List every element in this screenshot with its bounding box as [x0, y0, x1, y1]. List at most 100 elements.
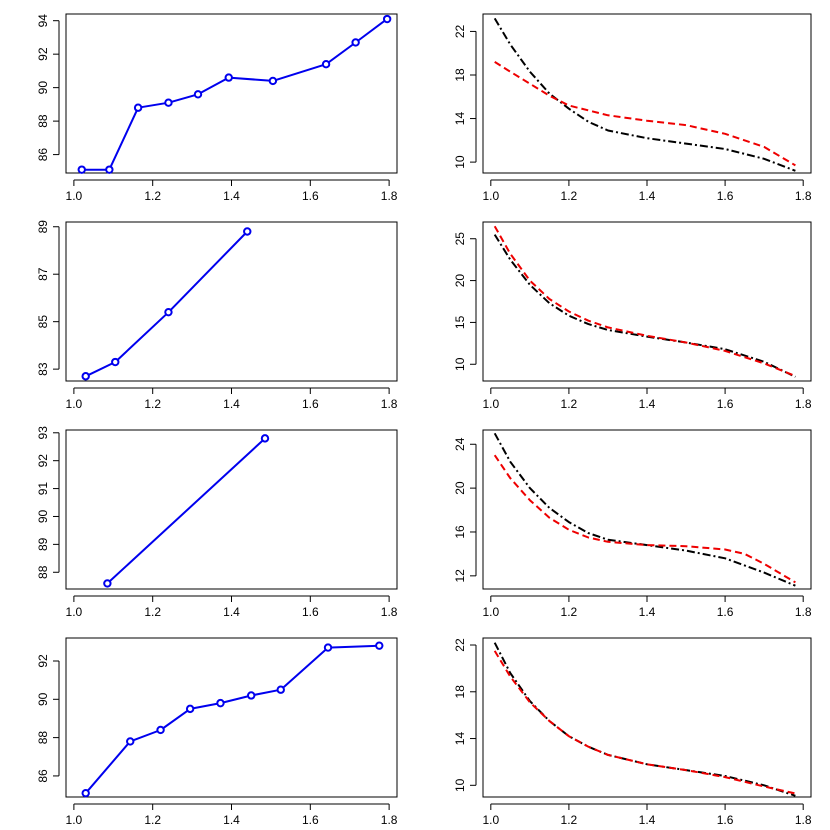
data-point: [185, 704, 195, 714]
x-tick-label: 1.6: [717, 813, 734, 827]
x-tick-label: 1.4: [639, 397, 656, 411]
y-tick-label: 90: [36, 692, 50, 706]
data-point: [268, 76, 278, 86]
data-point: [276, 685, 285, 694]
y-tick-label: 22: [453, 638, 467, 652]
y-tick-label: 15: [453, 315, 467, 329]
x-tick-label: 1.4: [223, 189, 240, 203]
x-tick-label: 1.0: [66, 189, 83, 203]
series-line-1: [85, 230, 249, 378]
y-tick-label: 93: [36, 426, 50, 440]
x-tick-label: 1.0: [482, 397, 499, 411]
y-tick-label: 12: [453, 569, 467, 583]
y-tick-label: 18: [453, 68, 467, 82]
data-point: [105, 165, 114, 174]
x-tick-label: 1.0: [482, 189, 499, 203]
series-line-2: [493, 225, 796, 377]
data-point: [126, 737, 135, 746]
x-tick-label: 1.6: [302, 397, 319, 411]
x-tick-label: 1.2: [561, 397, 578, 411]
plot-frame: [482, 221, 812, 382]
chart-panel-row1-right: 1.0 1.2 1.4 1.6 1.8 10 14 18 22: [453, 13, 812, 203]
x-tick-label: 1.6: [302, 813, 319, 827]
chart-panel-row4-right: 1.0 1.2 1.4 1.6 1.8 10 14 18 22: [453, 637, 812, 827]
data-point: [260, 434, 270, 443]
data-point: [81, 788, 90, 798]
data-point: [77, 165, 86, 174]
data-point: [247, 691, 256, 700]
plot-frame: [65, 637, 398, 798]
series-line-1: [493, 234, 796, 378]
series-line-1: [84, 644, 380, 794]
x-tick-label: 1.0: [482, 605, 499, 619]
y-tick-label: 94: [36, 14, 50, 28]
series-line-2: [493, 454, 796, 584]
chart-panel-row4-left: 1.0 1.2 1.4 1.6 1.8 86 88 90 92: [36, 637, 398, 827]
x-tick-label: 1.6: [717, 397, 734, 411]
x-tick-label: 1.4: [223, 813, 240, 827]
data-point: [224, 73, 233, 82]
chart-panel-row2-left: 1.0 1.2 1.4 1.6 1.8 83 85 87 89: [36, 220, 398, 411]
data-point: [321, 60, 331, 69]
y-tick-label: 20: [453, 481, 467, 495]
y-tick-label: 18: [453, 685, 467, 699]
x-tick-label: 1.8: [381, 605, 398, 619]
x-tick-label: 1.8: [795, 813, 812, 827]
y-tick-label: 16: [453, 525, 467, 539]
x-tick-label: 1.2: [561, 605, 578, 619]
x-tick-label: 1.4: [223, 605, 240, 619]
data-point: [111, 357, 120, 367]
data-point: [133, 103, 143, 112]
plot-frame: [482, 13, 812, 174]
y-tick-label: 85: [36, 315, 50, 329]
data-point: [323, 643, 333, 652]
plot-frame: [65, 13, 398, 174]
x-tick-label: 1.4: [639, 813, 656, 827]
y-tick-label: 86: [36, 769, 50, 783]
y-tick-label: 25: [453, 232, 467, 246]
plot-frame: [482, 429, 812, 590]
series-line-1: [493, 432, 796, 587]
chart-panel-row3-right: 1.0 1.2 1.4 1.6 1.8 12 16 20 24: [453, 429, 812, 619]
series-line-1: [493, 17, 796, 172]
data-point: [164, 98, 173, 107]
y-tick-label: 92: [36, 454, 50, 468]
y-tick-label: 20: [453, 274, 467, 288]
y-tick-label: 92: [36, 47, 50, 61]
y-tick-label: 86: [36, 148, 50, 162]
x-tick-label: 1.2: [561, 189, 578, 203]
data-point: [193, 90, 203, 99]
x-tick-label: 1.2: [144, 605, 161, 619]
series-line-1: [81, 18, 388, 171]
y-tick-label: 89: [36, 220, 50, 234]
y-tick-label: 10: [453, 778, 467, 792]
series-line-2: [493, 650, 796, 795]
y-tick-label: 89: [36, 537, 50, 551]
x-tick-label: 1.4: [639, 605, 656, 619]
y-tick-label: 24: [453, 437, 467, 451]
y-tick-label: 83: [36, 362, 50, 376]
chart-panel-row3-left: 1.0 1.2 1.4 1.6 1.8 88 89 90 91 92 93: [36, 426, 398, 619]
y-tick-label: 88: [36, 731, 50, 745]
y-tick-label: 10: [453, 155, 467, 169]
series-line-1: [106, 437, 266, 585]
chart-panel-row2-right: 1.0 1.2 1.4 1.6 1.8 10 15 20 25: [453, 221, 812, 411]
x-tick-label: 1.2: [144, 397, 161, 411]
x-tick-label: 1.6: [302, 189, 319, 203]
x-tick-label: 1.8: [381, 397, 398, 411]
plot-frame: [65, 429, 398, 590]
x-tick-label: 1.8: [381, 813, 398, 827]
x-tick-label: 1.2: [561, 813, 578, 827]
x-tick-label: 1.0: [482, 813, 499, 827]
data-point: [216, 698, 225, 708]
data-point: [351, 38, 360, 47]
data-point: [81, 372, 90, 381]
y-tick-label: 90: [36, 81, 50, 95]
y-tick-label: 91: [36, 482, 50, 496]
plot-frame: [482, 637, 812, 798]
y-tick-label: 14: [453, 732, 467, 746]
y-tick-label: 88: [36, 114, 50, 128]
x-tick-label: 1.2: [144, 813, 161, 827]
chart-panel-row1-left: 1.0 1.2 1.4 1.6 1.8 86 88 90 92 94: [36, 13, 398, 203]
